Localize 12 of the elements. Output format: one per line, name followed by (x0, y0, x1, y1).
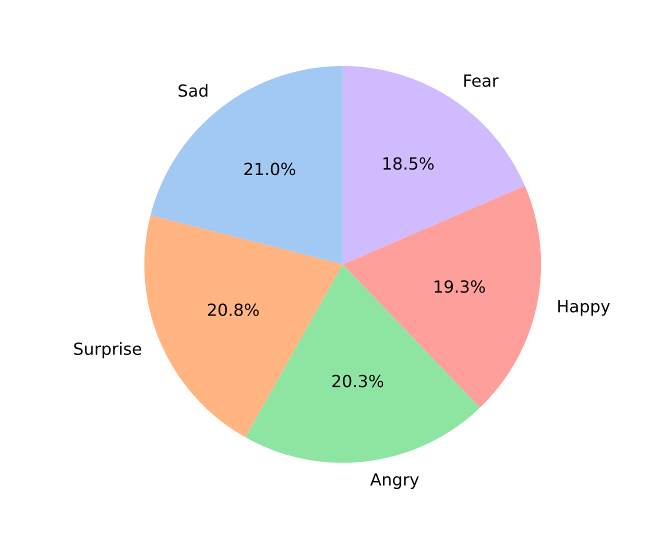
data-label: 18.5% (383, 157, 434, 170)
pie-slice (342, 66, 525, 264)
slice-label: Sad (178, 84, 208, 97)
pie-slice (150, 66, 343, 264)
slice-label: Surprise (74, 342, 142, 358)
data-label: 21.0% (244, 162, 296, 176)
data-label: 20.8% (208, 303, 259, 316)
data-label: 20.3% (332, 374, 384, 388)
slice-label: Happy (558, 300, 610, 316)
slice-label: Fear (464, 74, 499, 87)
slice-label: Angry (370, 473, 419, 489)
data-label: 19.3% (434, 280, 485, 293)
